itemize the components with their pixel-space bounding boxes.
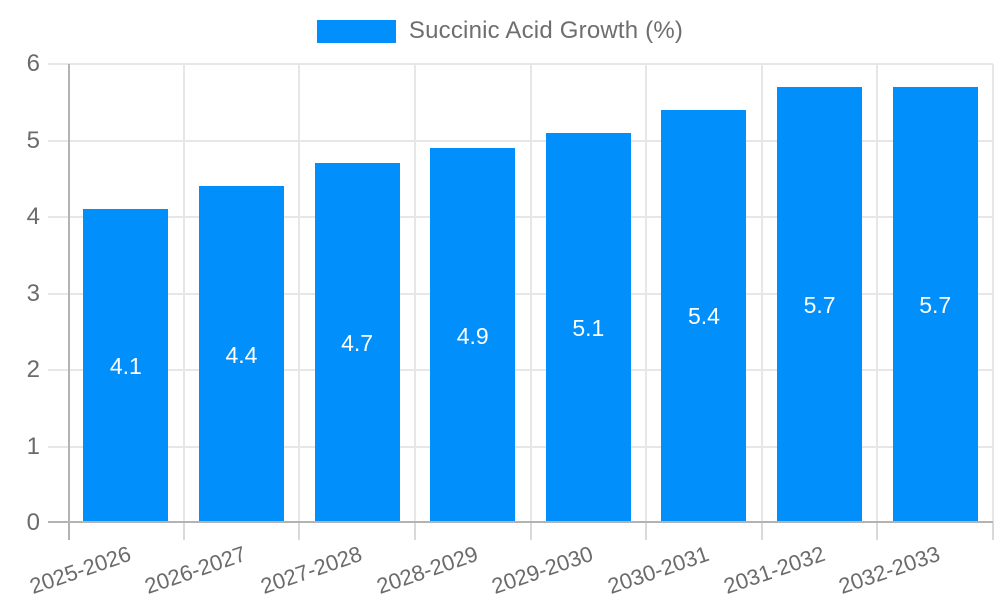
bar[interactable]: 4.9 [430, 148, 516, 523]
bar-value-label: 5.4 [687, 303, 720, 330]
legend: Succinic Acid Growth (%) [0, 17, 1000, 45]
gridline-vertical [645, 64, 648, 523]
gridline-horizontal [48, 445, 993, 448]
y-axis-label: 6 [26, 50, 40, 77]
bar-value-label: 4.9 [456, 322, 489, 349]
legend-label: Succinic Acid Growth (%) [408, 17, 684, 44]
bar[interactable]: 4.4 [198, 186, 284, 523]
gridline-horizontal [48, 369, 993, 371]
y-axis-label: 3 [26, 279, 40, 307]
bar-value-label: 4.1 [109, 353, 142, 380]
bar[interactable]: 5.1 [545, 132, 631, 523]
gridline-vertical [413, 64, 416, 523]
gridline-vertical [760, 64, 763, 523]
legend-item[interactable]: Succinic Acid Growth (%) [316, 17, 684, 45]
gridline-vertical [529, 64, 532, 523]
y-axis-label: 2 [26, 356, 40, 383]
bar[interactable]: 5.7 [892, 86, 978, 523]
gridline-horizontal [48, 216, 993, 218]
x-axis-tick [645, 523, 648, 540]
bar-value-label: 4.4 [225, 341, 258, 368]
x-axis-tick [876, 523, 879, 540]
x-axis-tick [298, 523, 301, 540]
x-axis-line [48, 521, 993, 523]
bar[interactable]: 5.4 [661, 109, 747, 523]
x-axis-tick [529, 523, 532, 540]
gridline-vertical [876, 64, 879, 523]
x-axis-tick [760, 523, 763, 540]
bar-value-label: 5.7 [919, 291, 952, 318]
bar[interactable]: 4.1 [83, 209, 169, 523]
gridline-horizontal [48, 63, 993, 65]
y-axis-label: 0 [26, 509, 40, 536]
y-axis-label: 4 [26, 203, 40, 230]
x-axis-tick [182, 523, 185, 540]
gridline-vertical [182, 64, 185, 523]
gridline-horizontal [48, 139, 993, 142]
x-axis-tick [992, 523, 994, 540]
x-axis-tick [413, 523, 416, 540]
y-axis-label: 1 [26, 432, 40, 460]
gridline-vertical [992, 64, 994, 523]
bar[interactable]: 4.7 [314, 163, 400, 523]
bar[interactable]: 5.7 [777, 86, 863, 523]
bar-value-label: 4.7 [341, 330, 374, 357]
bar-value-label: 5.1 [572, 314, 605, 341]
gridline-vertical [298, 64, 301, 523]
y-axis-line [68, 64, 70, 540]
gridline-horizontal [48, 292, 993, 295]
bar-value-label: 5.7 [803, 291, 836, 318]
legend-marker-swatch [316, 19, 396, 43]
y-axis-label: 5 [26, 126, 40, 154]
plot-area: 0 1 2 3 4 5 6 4.1 2025-2026 4.4 2026-2027 4.7 2027-2… [26, 50, 994, 599]
